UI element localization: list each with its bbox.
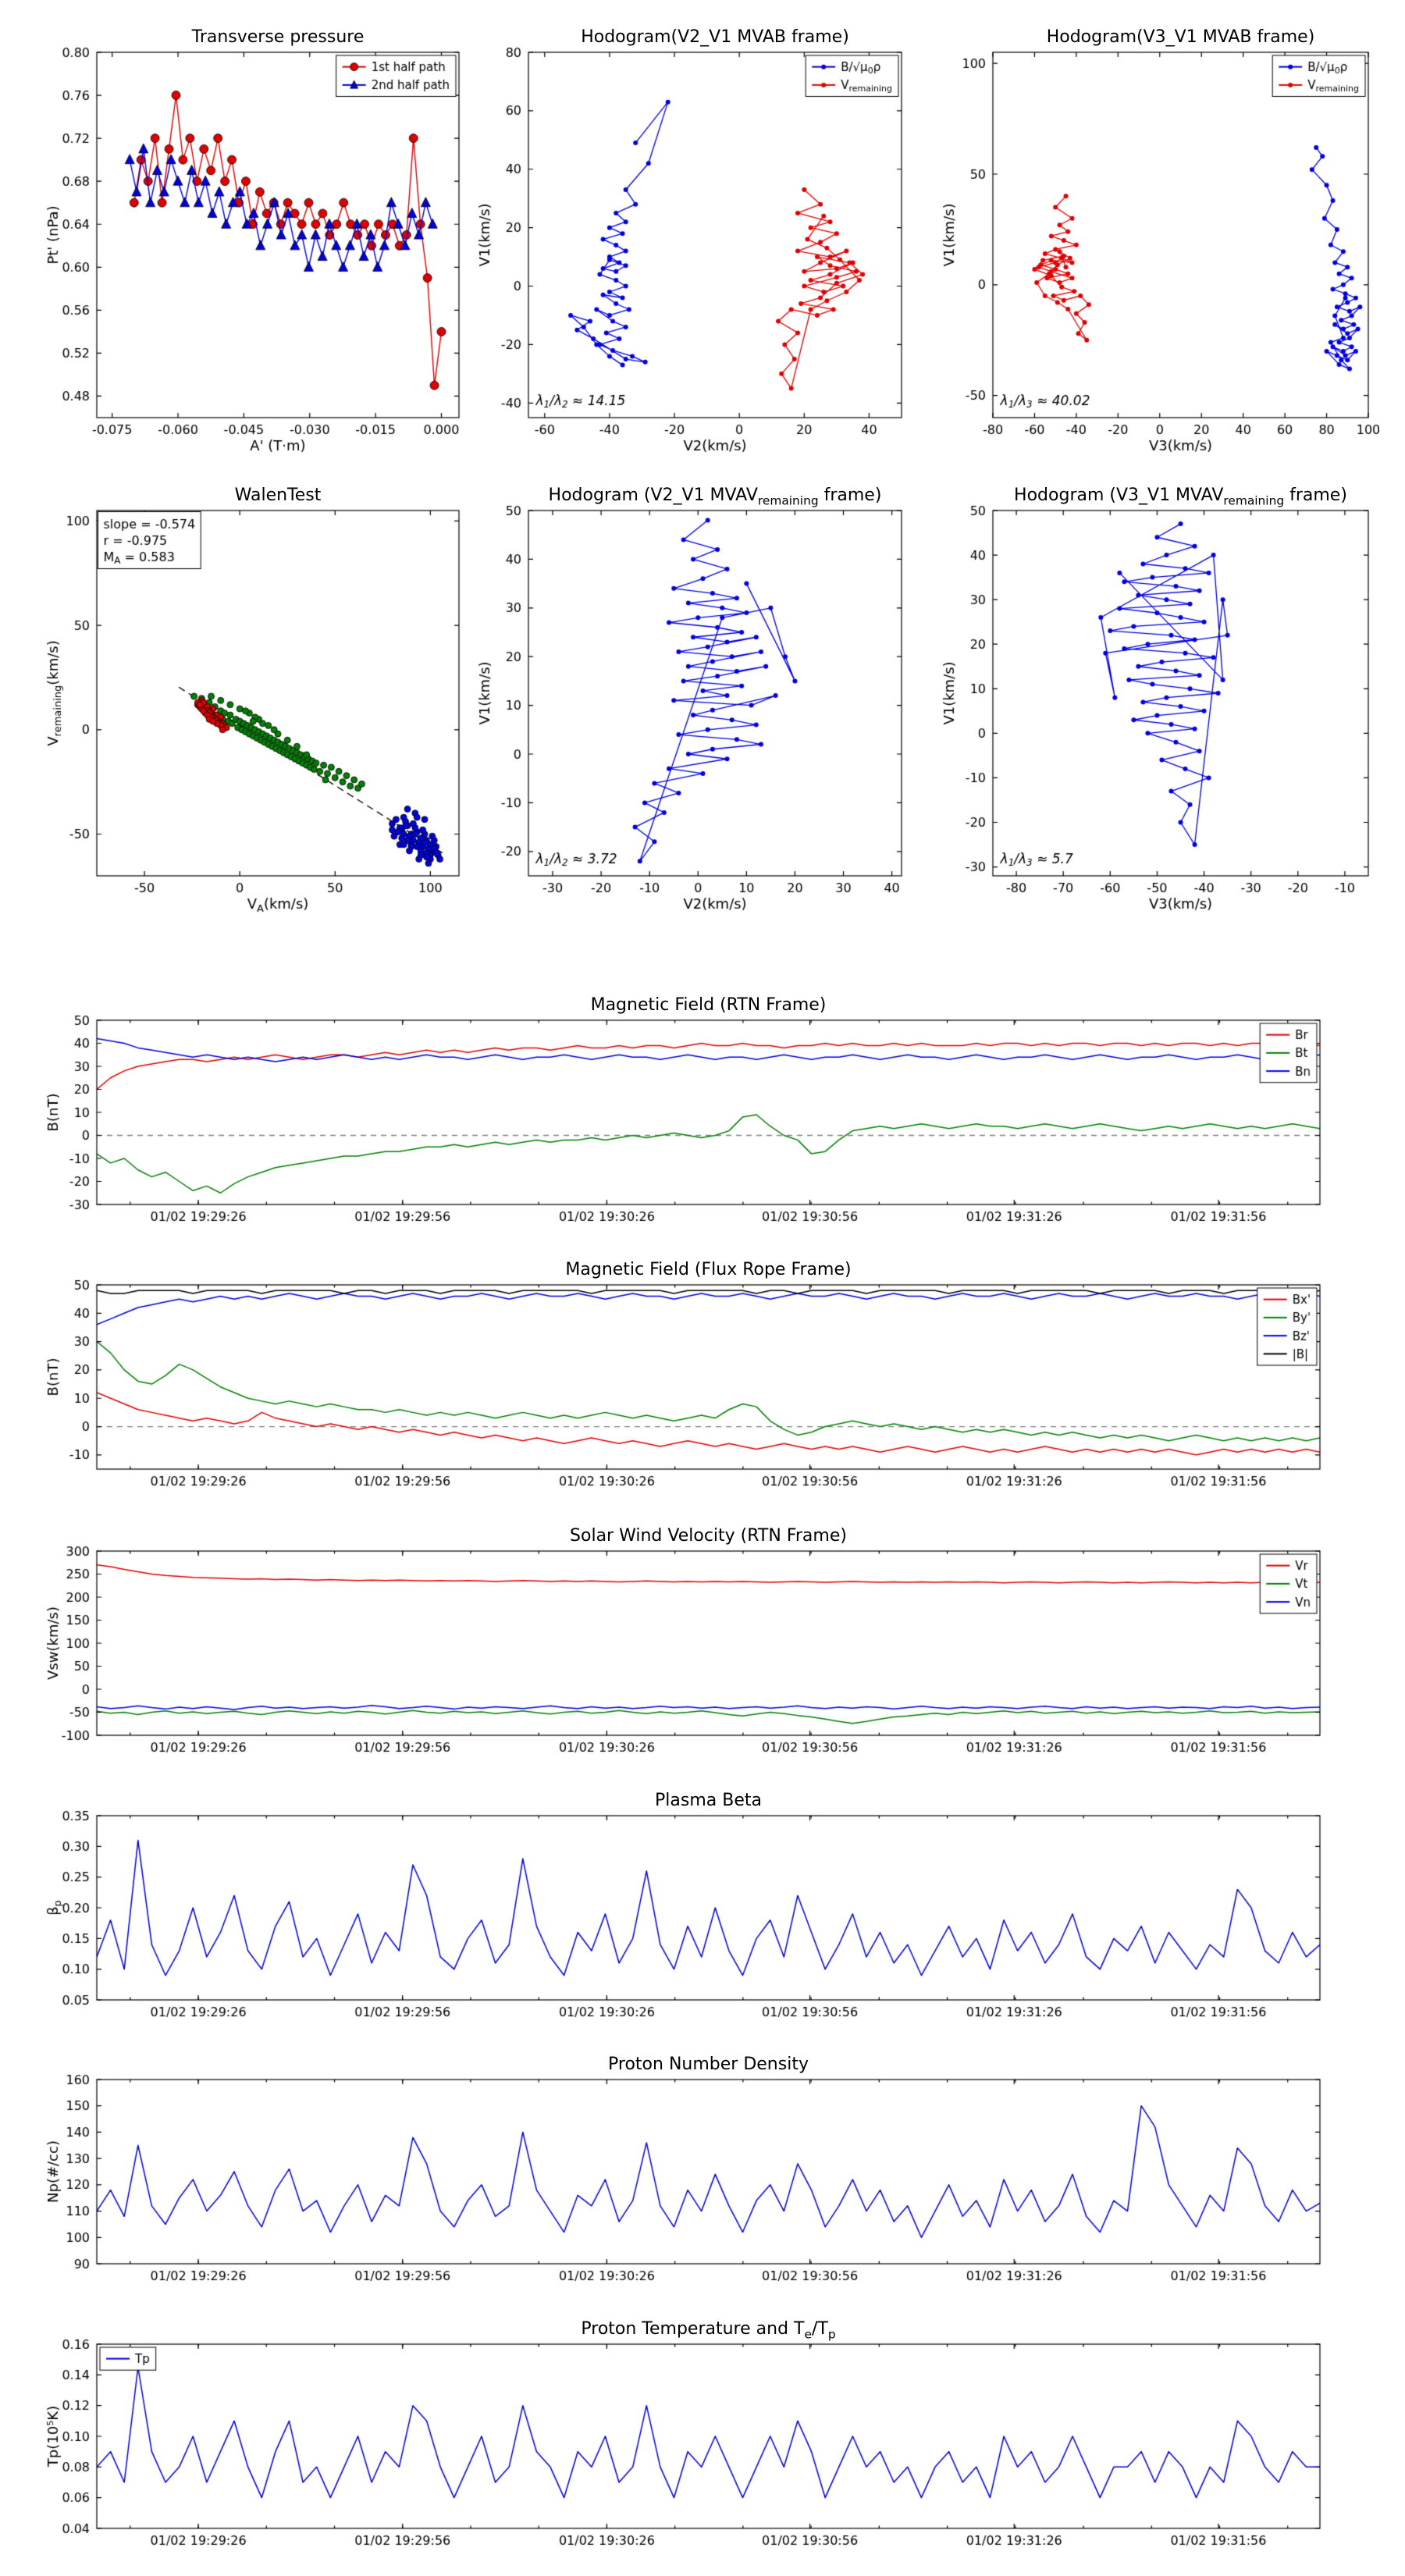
magnetic-field-flux-rope-panel: Magnetic Field (Flux Rope Frame)	[36, 1254, 1331, 1496]
hodogram-v3v1-mvav-canvas	[932, 476, 1379, 921]
transverse-pressure-title: Transverse pressure	[191, 27, 365, 47]
hodogram-v2v1-mvav-chart: Hodogram (V2_V1 MVAVremaining frame)	[468, 476, 912, 921]
proton-density-title: Proton Number Density	[608, 2055, 809, 2074]
magnetic-field-rtn-canvas	[36, 989, 1331, 1231]
solar-wind-velocity-title: Solar Wind Velocity (RTN Frame)	[570, 1526, 847, 1546]
plasma-beta-canvas	[36, 1784, 1331, 2026]
transverse-pressure-canvas	[36, 18, 470, 463]
magnetic-field-rtn-title: Magnetic Field (RTN Frame)	[590, 995, 827, 1015]
hodogram-v3v1-mvab-chart: Hodogram(V3_V1 MVAB frame)	[932, 18, 1379, 463]
proton-density-canvas	[36, 2048, 1331, 2290]
hodogram-v3v1-mvab-canvas	[932, 18, 1379, 463]
hodogram-v3v1-mvab-title: Hodogram(V3_V1 MVAB frame)	[1046, 27, 1315, 47]
hodogram-v3v1-mvav-chart: Hodogram (V3_V1 MVAVremaining frame)	[932, 476, 1379, 921]
hodogram-v3v1-mvav-title: Hodogram (V3_V1 MVAVremaining frame)	[1014, 486, 1347, 508]
proton-density-panel: Proton Number Density	[36, 2048, 1331, 2290]
hodogram-v2v1-mvab-chart: Hodogram(V2_V1 MVAB frame)	[468, 18, 912, 463]
proton-temperature-canvas	[36, 2313, 1331, 2555]
hodogram-v2v1-mvab-title: Hodogram(V2_V1 MVAB frame)	[581, 27, 849, 47]
hodogram-v2v1-mvav-canvas	[468, 476, 912, 921]
solar-wind-velocity-canvas	[36, 1520, 1331, 1762]
magnetic-field-rtn-panel: Magnetic Field (RTN Frame)	[36, 989, 1331, 1231]
solar-wind-velocity-panel: Solar Wind Velocity (RTN Frame)	[36, 1520, 1331, 1762]
walen-test-title: WalenTest	[234, 486, 322, 505]
proton-temperature-panel: Proton Temperature and Te/Tp	[36, 2313, 1331, 2555]
proton-temperature-title: Proton Temperature and Te/Tp	[581, 2319, 836, 2342]
transverse-pressure-chart: Transverse pressure	[36, 18, 470, 463]
walen-test-chart: WalenTest	[36, 476, 470, 921]
walen-test-canvas	[36, 476, 470, 921]
magnetic-field-flux-rope-canvas	[36, 1254, 1331, 1496]
magnetic-field-flux-rope-title: Magnetic Field (Flux Rope Frame)	[565, 1260, 852, 1279]
plasma-beta-title: Plasma Beta	[655, 1791, 762, 1810]
plasma-beta-panel: Plasma Beta	[36, 1784, 1331, 2026]
hodogram-v2v1-mvab-canvas	[468, 18, 912, 463]
hodogram-v2v1-mvav-title: Hodogram (V2_V1 MVAVremaining frame)	[548, 486, 882, 508]
